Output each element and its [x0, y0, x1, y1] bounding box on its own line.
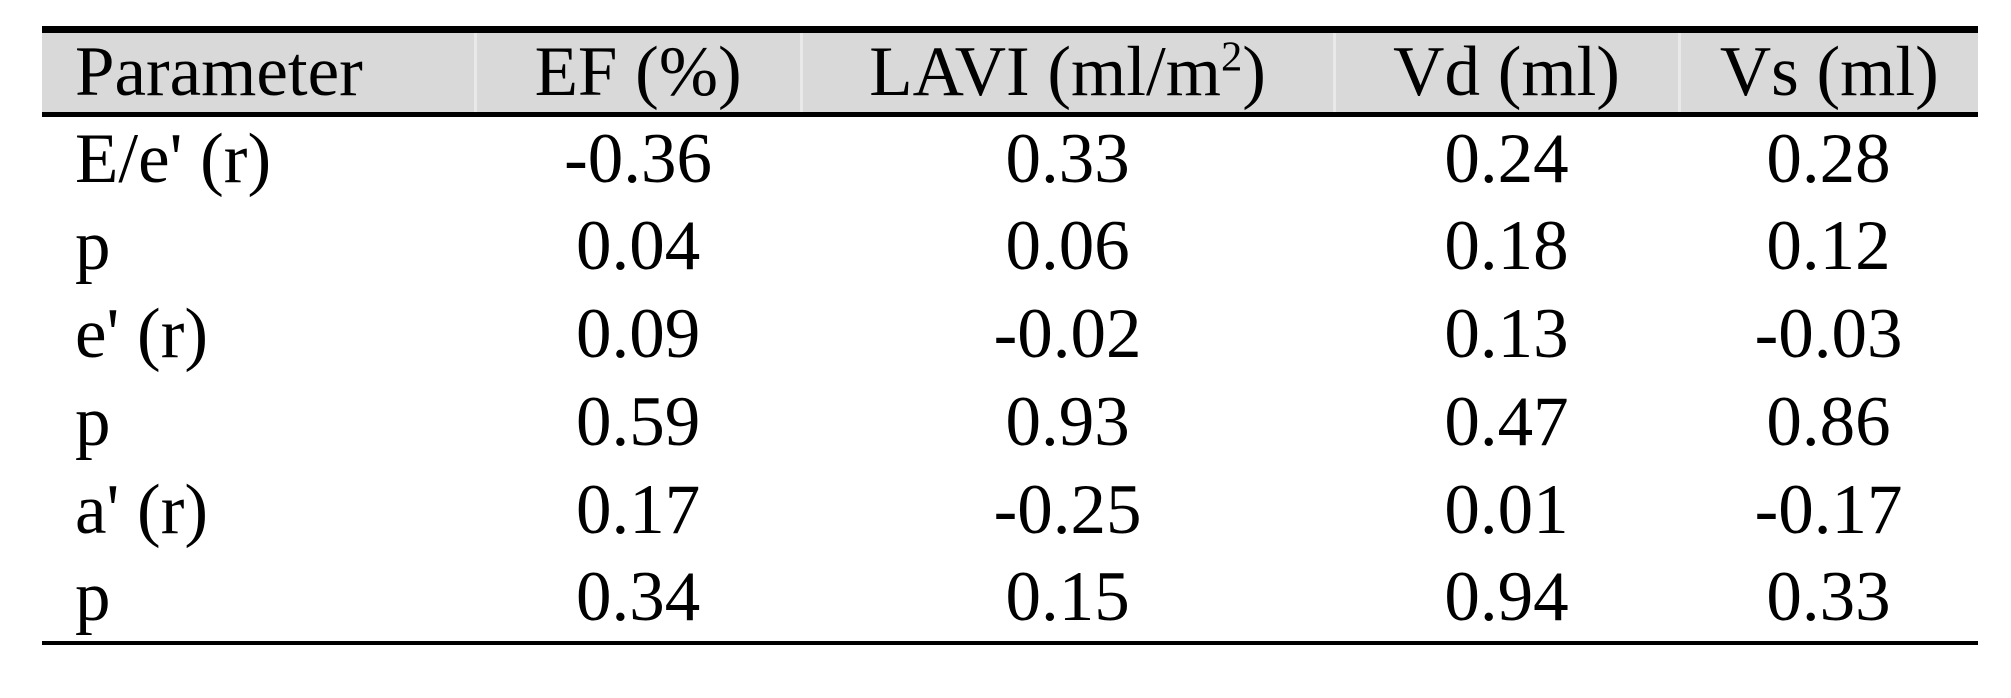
table-row-1: E/e' (r) -0.36 0.33 0.24 0.28 [42, 115, 1978, 203]
parameter-cell: E/e' (r) [75, 120, 272, 199]
column-header-label: Vs (ml) [1719, 33, 1939, 111]
column-header-parameter: Parameter [42, 30, 475, 115]
parameter-cell: e' (r) [75, 295, 208, 373]
column-header-ef: EF (%) [473, 29, 802, 115]
column-header-vd: Vd (ml) [1332, 29, 1680, 115]
column-header-lavi: LAVI (ml/m2) [799, 29, 1335, 115]
column-header-label: Parameter [75, 33, 363, 111]
value-cell: 0.33 [1766, 558, 1891, 636]
column-header-label-suffix: ) [1242, 33, 1266, 111]
value-cell: 0.17 [575, 471, 701, 549]
header-row: Parameter EF (%) LAVI (ml/m2) Vd (ml) Vs… [42, 29, 1978, 115]
value-cell: -0.36 [564, 120, 713, 199]
value-cell: 0.12 [1766, 207, 1891, 285]
column-header-vs: Vs (ml) [1677, 29, 1978, 115]
value-cell: 0.93 [1005, 383, 1130, 461]
column-header-label: EF (%) [534, 33, 742, 111]
table-row-5: a' (r) 0.17 -0.25 0.01 -0.17 [42, 467, 1978, 555]
value-cell: 0.33 [1005, 120, 1130, 199]
table-row-2: p 0.04 0.06 0.18 0.12 [42, 203, 1978, 291]
value-cell: 0.18 [1444, 207, 1569, 285]
value-cell: -0.25 [993, 471, 1142, 549]
value-cell: 0.24 [1444, 120, 1569, 199]
column-header-label: LAVI (ml/m [869, 33, 1221, 111]
correlation-table: Parameter EF (%) LAVI (ml/m2) Vd (ml) Vs… [42, 26, 1978, 645]
superscript: 2 [1220, 33, 1243, 81]
value-cell: 0.04 [575, 207, 701, 285]
parameter-cell: a' (r) [75, 471, 208, 549]
table-row-4: p 0.59 0.93 0.47 0.86 [42, 379, 1978, 467]
parameter-cell: p [75, 558, 111, 636]
value-cell: -0.02 [993, 295, 1142, 373]
parameter-cell: p [75, 207, 111, 285]
value-cell: 0.13 [1444, 295, 1569, 373]
value-cell: 0.01 [1444, 471, 1569, 549]
table-row-3: e' (r) 0.09 -0.02 0.13 -0.03 [42, 291, 1978, 379]
value-cell: 0.34 [575, 558, 701, 636]
value-cell: 0.47 [1444, 383, 1569, 461]
value-cell: 0.86 [1766, 383, 1891, 461]
table-row-6: p 0.34 0.15 0.94 0.33 [42, 555, 1978, 643]
value-cell: 0.15 [1005, 558, 1130, 636]
correlation-table-container: Parameter EF (%) LAVI (ml/m2) Vd (ml) Vs… [42, 26, 1978, 645]
value-cell: 0.28 [1766, 120, 1891, 199]
value-cell: 0.06 [1005, 207, 1130, 285]
value-cell: 0.94 [1444, 558, 1569, 636]
column-header-label: Vd (ml) [1393, 33, 1620, 111]
value-cell: -0.03 [1754, 295, 1903, 373]
value-cell: 0.59 [575, 383, 701, 461]
parameter-cell: p [75, 383, 111, 461]
value-cell: -0.17 [1754, 471, 1903, 549]
value-cell: 0.09 [575, 295, 701, 373]
